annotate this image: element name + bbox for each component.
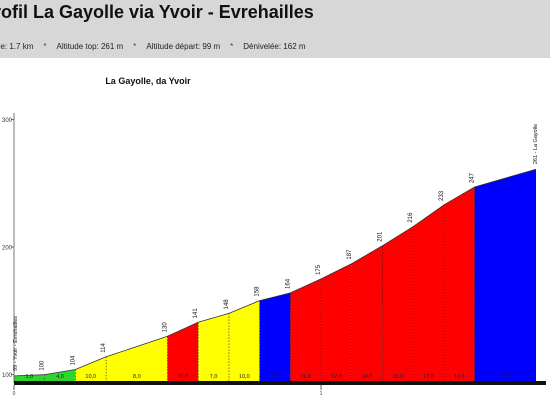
grade-label: 14,0 — [362, 374, 373, 380]
stat-altitude-top: Altitude top: 261 m — [56, 42, 124, 51]
grade-label: 7,0 — [210, 374, 218, 380]
grade-label: 10,0 — [85, 374, 96, 380]
elevation-label: 158 — [255, 286, 261, 297]
grade-label: 1,0 — [26, 374, 34, 380]
x-tick-label: 0 — [13, 391, 16, 397]
profile-segment — [75, 356, 107, 381]
stat-separator: * — [230, 42, 234, 51]
profile-segment — [167, 322, 199, 381]
grade-label: 12,0 — [331, 374, 342, 380]
elevation-label: 164 — [285, 278, 291, 289]
elevation-label: 114 — [101, 343, 107, 353]
end-label: 261 - La Gayolle — [533, 124, 539, 164]
elevation-label: 216 — [408, 212, 414, 223]
profile-segment — [321, 263, 352, 381]
stat-separator: * — [133, 42, 137, 51]
profile-segment — [443, 187, 475, 381]
profile-segment — [106, 336, 168, 381]
elevation-label: 130 — [163, 322, 169, 333]
profile-segment — [351, 245, 383, 381]
grade-label: 17,0 — [423, 374, 434, 380]
elevation-label: 247 — [470, 172, 476, 183]
y-tick-label: 300 — [2, 118, 13, 124]
grade-label: 7,0 — [501, 374, 509, 380]
grade-label: 15,0 — [392, 374, 403, 380]
grade-label: 10,0 — [239, 374, 250, 380]
profile-segment — [290, 278, 322, 381]
profile-segment — [413, 204, 444, 381]
grade-label: 14,0 — [454, 374, 465, 380]
chart-title: La Gayolle, da Yvoir — [105, 76, 191, 86]
elevation-label: 175 — [316, 264, 322, 275]
stat-distance: nce: 1.7 km — [0, 42, 34, 51]
profile-line — [13, 168, 537, 377]
header-bar: rofil La Gayolle via Yvoir - Evrehailles… — [0, 0, 550, 58]
y-tick-label: 200 — [2, 246, 13, 252]
stat-altitude-start: Altitude départ: 99 m — [146, 42, 221, 51]
elevation-label: 104 — [70, 355, 76, 366]
grade-label: 6,0 — [271, 374, 279, 380]
page-title: rofil La Gayolle via Yvoir - Evrehailles — [0, 2, 314, 22]
elevation-profile-svg: La Gayolle, da Yvoir 100 200 300 0 1 100 104 11… — [2, 76, 546, 397]
profile-segment — [474, 169, 536, 381]
elevation-label: 201 — [377, 231, 383, 242]
elevation-label: 100 — [40, 360, 46, 371]
profile-segment — [44, 369, 76, 381]
profile-segment — [259, 292, 291, 381]
grade-label: 11,0 — [301, 374, 311, 380]
profile-segment — [198, 313, 229, 381]
stat-elevation-gain: Dénivelée: 162 m — [243, 42, 306, 51]
elevation-label: 187 — [347, 249, 353, 260]
grade-label: 11,0 — [178, 374, 188, 380]
start-label: 99 - Yvoir - Evrehailles — [13, 316, 19, 371]
x-tick-label: 1 — [320, 391, 323, 397]
elevation-label: 141 — [193, 308, 199, 319]
grade-label: 8,0 — [133, 374, 141, 380]
grade-label: 4,0 — [56, 374, 64, 380]
profile-segment — [14, 374, 45, 381]
y-tick-label: 100 — [2, 373, 13, 379]
elevation-profile-chart: La Gayolle, da Yvoir 100 200 300 0 1 100 104 11… — [0, 58, 550, 400]
elevation-label: 148 — [224, 299, 230, 310]
stat-separator: * — [43, 42, 47, 51]
stats-row: nce: 1.7 km * Altitude top: 261 m * Alti… — [0, 42, 306, 51]
x-axis-bar — [14, 381, 546, 385]
elevation-label: 233 — [439, 190, 445, 201]
profile-segment — [382, 226, 414, 381]
profile-segment — [228, 300, 260, 381]
